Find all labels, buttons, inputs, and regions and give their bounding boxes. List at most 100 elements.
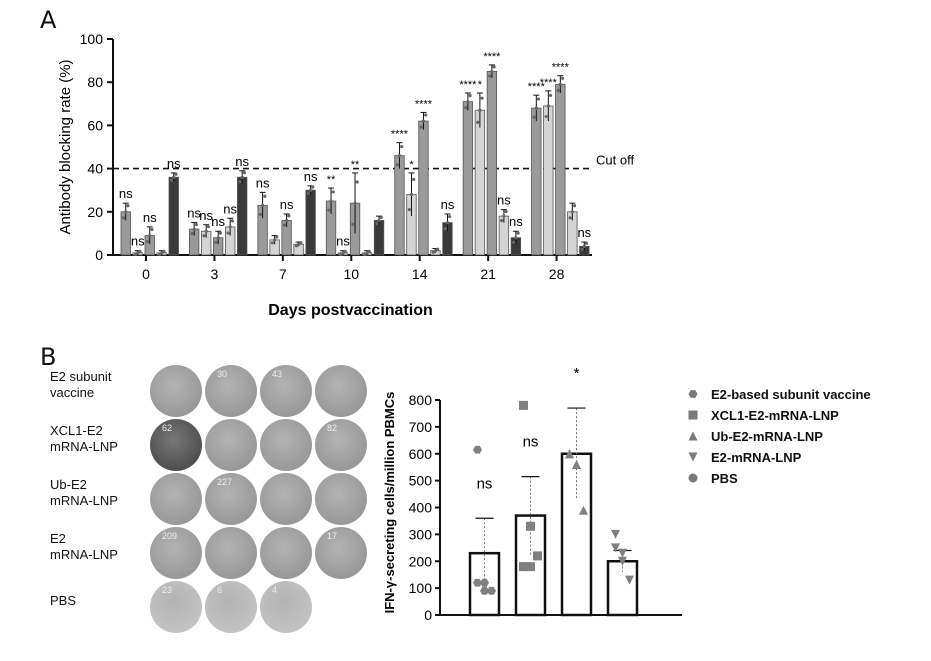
significance-label: **** bbox=[415, 98, 433, 110]
significance-label: ns bbox=[199, 208, 213, 223]
bar bbox=[418, 120, 429, 256]
elispot-well: 43 bbox=[260, 365, 312, 417]
significance-label: ns bbox=[280, 197, 294, 212]
data-point bbox=[351, 222, 355, 226]
bar bbox=[543, 105, 554, 256]
data-point bbox=[487, 586, 496, 595]
data-point bbox=[504, 209, 508, 214]
legend-item: XCL1-E2-mRNA-LNP bbox=[685, 405, 839, 425]
elispot-well: 23 bbox=[150, 581, 202, 633]
data-point bbox=[570, 210, 574, 214]
bar bbox=[474, 109, 486, 256]
significance-label: ns bbox=[143, 210, 157, 225]
data-point bbox=[379, 215, 383, 220]
legend-marker bbox=[688, 431, 698, 441]
data-point bbox=[353, 201, 357, 205]
x-tick-label: 28 bbox=[549, 266, 565, 282]
significance-label: **** bbox=[528, 81, 546, 93]
elispot-row-label-line: E2 bbox=[50, 531, 66, 546]
data-point bbox=[625, 575, 634, 585]
elispot-row-label: XCL1-E2 mRNA-LNP bbox=[50, 423, 118, 455]
well-spot-count: 82 bbox=[327, 423, 338, 433]
data-point bbox=[309, 188, 313, 192]
elispot-well bbox=[315, 473, 367, 525]
significance-label: **** bbox=[540, 77, 558, 89]
data-point bbox=[536, 97, 541, 101]
x-tick-label: 3 bbox=[211, 266, 219, 282]
data-point bbox=[568, 216, 572, 220]
well-spot-count: 227 bbox=[217, 477, 233, 487]
bar bbox=[486, 71, 498, 256]
data-point bbox=[611, 529, 620, 539]
elispot-well: 82 bbox=[315, 419, 367, 471]
significance-label: **** bbox=[552, 62, 570, 74]
legend-label: PBS bbox=[711, 470, 738, 486]
elispot-well bbox=[150, 365, 202, 417]
y-axis-label: Antibody blocking rate (%) bbox=[57, 59, 74, 234]
bar bbox=[394, 155, 405, 256]
bar bbox=[462, 101, 474, 256]
data-point bbox=[226, 231, 230, 235]
data-point bbox=[327, 208, 331, 212]
significance-label: ** bbox=[327, 174, 336, 186]
legend-marker-icon bbox=[688, 473, 698, 483]
bar bbox=[305, 189, 316, 256]
y-tick-label: 800 bbox=[409, 392, 433, 408]
data-point bbox=[473, 445, 482, 454]
data-point bbox=[263, 194, 267, 198]
data-point bbox=[582, 244, 586, 248]
data-point bbox=[421, 119, 426, 123]
y-tick-label: 400 bbox=[409, 500, 433, 516]
elispot-well: 17 bbox=[315, 527, 367, 579]
data-point bbox=[548, 93, 553, 97]
well-spot-count: 62 bbox=[162, 423, 173, 433]
x-tick-label: 10 bbox=[343, 266, 359, 282]
elispot-well-grid: E2 subunit vaccine 30 43 XCL1-E2 mRNA-LNP 62 82… bbox=[50, 365, 370, 635]
data-point bbox=[311, 185, 315, 189]
cutoff-label: Cut off bbox=[596, 153, 634, 168]
data-point bbox=[407, 208, 411, 212]
data-point bbox=[331, 190, 335, 194]
data-point bbox=[516, 231, 520, 235]
data-point bbox=[512, 240, 516, 244]
significance-label: ns bbox=[336, 234, 350, 249]
data-point bbox=[565, 449, 574, 459]
elispot-row-label-line: Ub-E2 bbox=[50, 477, 87, 492]
significance-label: **** bbox=[459, 79, 477, 91]
data-point bbox=[145, 240, 150, 244]
data-point bbox=[194, 222, 198, 227]
x-tick-label: 14 bbox=[412, 266, 428, 282]
elispot-well bbox=[260, 419, 312, 471]
data-point bbox=[572, 204, 577, 208]
y-tick-label: 0 bbox=[424, 607, 432, 623]
data-point bbox=[218, 231, 222, 235]
legend-label: E2-based subunit vaccine bbox=[711, 386, 871, 402]
well-spot-count: 4 bbox=[272, 585, 278, 595]
data-point bbox=[443, 227, 447, 231]
y-tick-label: 100 bbox=[409, 580, 433, 596]
legend-label: XCL1-E2-mRNA-LNP bbox=[711, 407, 839, 423]
data-point bbox=[400, 144, 404, 149]
data-point bbox=[206, 225, 210, 229]
legend-item: PBS bbox=[685, 468, 738, 488]
elispot-well bbox=[260, 527, 312, 579]
significance-label: ns bbox=[131, 234, 145, 249]
data-point bbox=[275, 235, 279, 239]
data-point bbox=[478, 108, 482, 112]
data-point bbox=[230, 219, 234, 223]
data-point bbox=[282, 223, 287, 227]
data-point bbox=[204, 229, 208, 233]
legend-item: Ub-E2-mRNA-LNP bbox=[685, 426, 823, 446]
data-point bbox=[424, 113, 428, 117]
data-point bbox=[355, 180, 359, 184]
x-tick-label: 21 bbox=[480, 266, 496, 282]
x-axis-label: Days postvaccination bbox=[268, 302, 433, 319]
legend-item: E2-based subunit vaccine bbox=[685, 384, 871, 404]
data-point bbox=[480, 96, 484, 100]
data-point bbox=[572, 460, 581, 469]
data-point bbox=[172, 175, 176, 179]
elispot-row-label-line: mRNA-LNP bbox=[50, 547, 118, 562]
data-point bbox=[526, 562, 535, 572]
data-point bbox=[202, 234, 206, 238]
